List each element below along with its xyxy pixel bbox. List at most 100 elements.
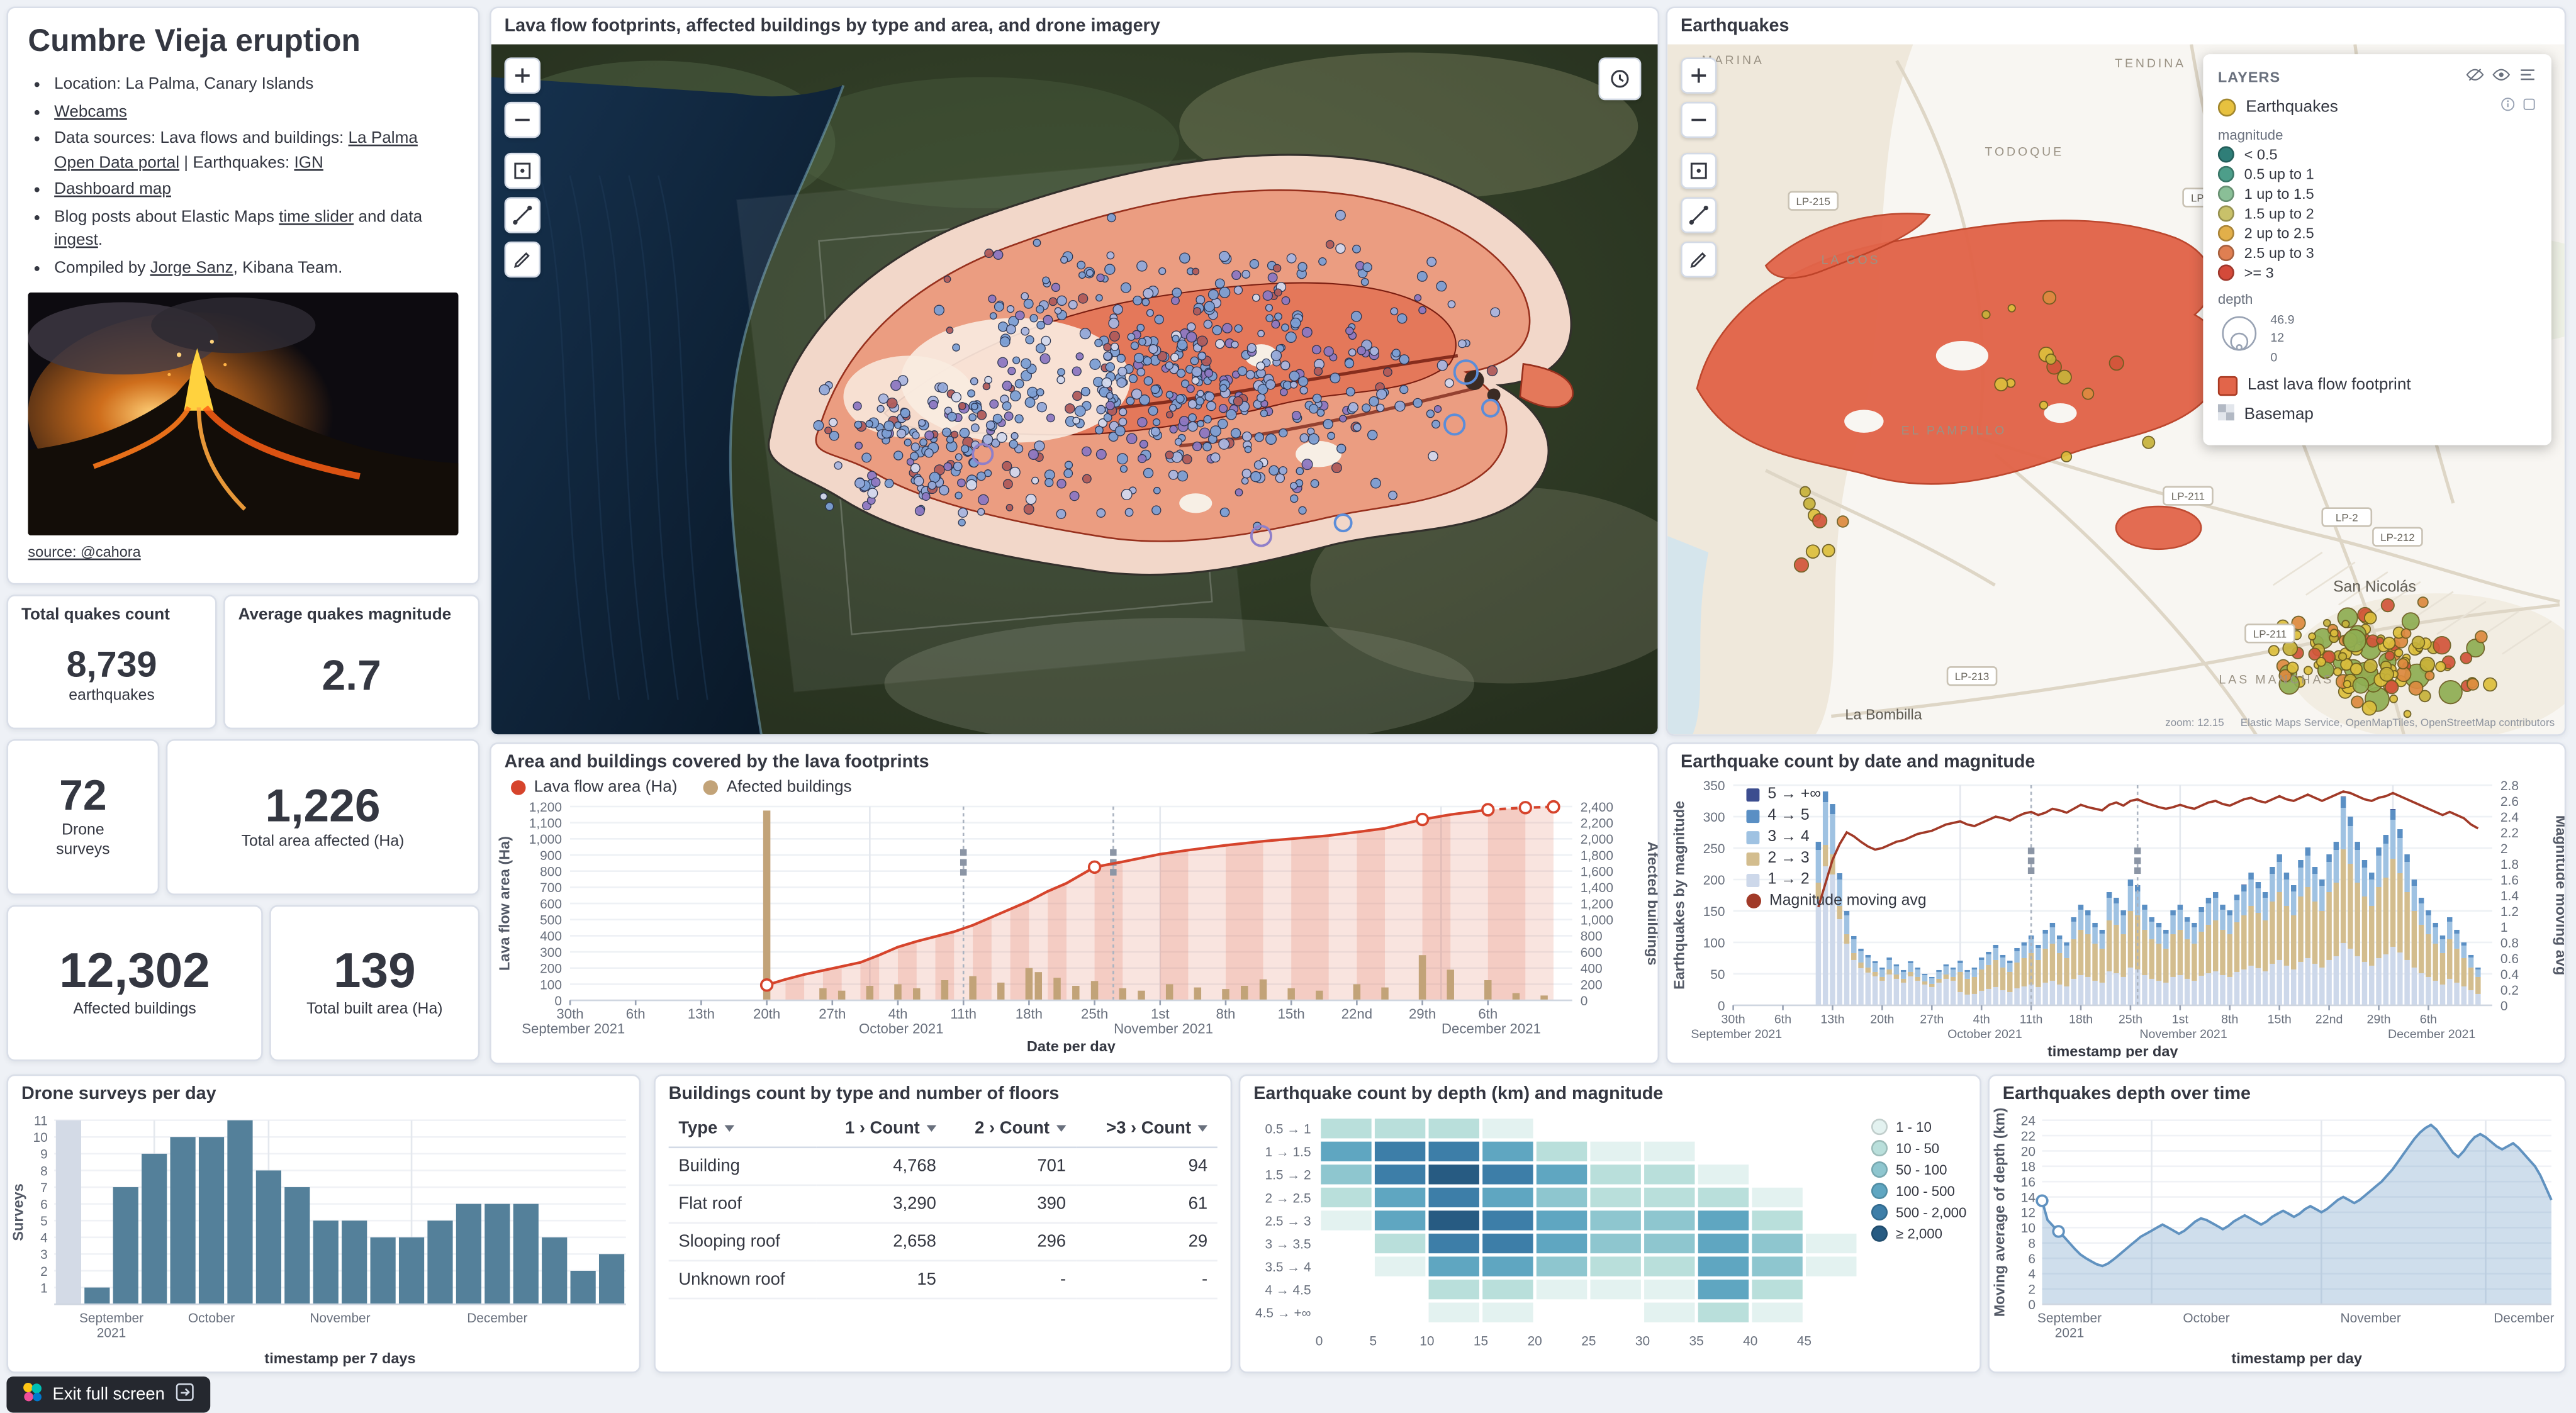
svg-text:1,400: 1,400	[1581, 881, 1613, 895]
svg-text:10: 10	[1420, 1334, 1434, 1348]
metric-value: 72	[59, 770, 107, 820]
svg-text:900: 900	[540, 849, 562, 863]
magnitude-legend-row[interactable]: 0.5 up to 1	[2217, 165, 2537, 182]
table-row: Unknown roof 15- -	[668, 1260, 1218, 1300]
quake-count-panel: Earthquake count by date and magnitude 5…	[1666, 742, 2567, 1064]
svg-text:25: 25	[1581, 1334, 1596, 1348]
legend-item[interactable]: Afected buildings	[703, 779, 852, 796]
depth-circles-icon	[2222, 316, 2257, 351]
exit-fullscreen-button[interactable]: Exit full screen	[6, 1377, 211, 1413]
svg-text:200: 200	[1581, 978, 1603, 992]
legend-item[interactable]: 500 - 2,000	[1871, 1204, 1966, 1220]
zoom-in-button[interactable]	[1681, 57, 1717, 94]
legend-item[interactable]: ≥ 2,000	[1871, 1225, 1966, 1242]
svg-text:December 2021: December 2021	[1442, 1020, 1541, 1036]
zoom-out-button[interactable]	[1681, 101, 1717, 138]
intro-bullet: Compiled by Jorge Sanz, Kibana Team.	[54, 257, 458, 281]
svg-text:Earthquakes by magnitude: Earthquakes by magnitude	[1671, 801, 1687, 990]
table-header-3[interactable]: >3 › Count	[1075, 1110, 1218, 1149]
photo-source-link[interactable]: source: @cahora	[28, 544, 141, 561]
legend-item[interactable]: 4 → 5	[1746, 807, 1926, 825]
depth-section-label: depth	[2217, 291, 2253, 308]
svg-text:30th: 30th	[556, 1006, 583, 1022]
magnitude-legend-row[interactable]: < 0.5	[2217, 146, 2537, 163]
depth-over-time-chart[interactable]: 0 2 4 6 8 10 12 14 16 18 20 22 24 September 2021 Octobe…	[1990, 1107, 2565, 1367]
legend-item[interactable]: 50 - 100	[1871, 1161, 1966, 1178]
layers-menu-icon[interactable]	[2519, 65, 2537, 87]
hide-layers-icon[interactable]	[2466, 65, 2484, 87]
svg-text:20: 20	[1528, 1334, 1542, 1348]
intro-panel: Cumbre Vieja eruption Location: La Palma…	[6, 6, 480, 585]
svg-text:November 2021: November 2021	[2139, 1027, 2227, 1041]
magnitude-legend-row[interactable]: >= 3	[2217, 264, 2537, 281]
table-row: Flat roof 3,290 390 61	[668, 1185, 1218, 1224]
intro-link[interactable]: Dashboard map	[54, 181, 171, 199]
legend-item[interactable]: Lava flow area (Ha)	[511, 779, 677, 796]
legend-item[interactable]: 10 - 50	[1871, 1140, 1966, 1157]
legend-item[interactable]: 1 - 10	[1871, 1119, 1966, 1136]
layer-earthquakes[interactable]: Earthquakes	[2217, 97, 2537, 116]
svg-text:1st: 1st	[1151, 1006, 1170, 1022]
legend-item[interactable]: 1 → 2	[1746, 871, 1926, 889]
intro-link[interactable]: time slider	[279, 208, 354, 226]
svg-text:3: 3	[40, 1248, 48, 1262]
table-row: Building 4,768 701 94	[668, 1147, 1218, 1187]
magnitude-legend-row[interactable]: 1.5 up to 2	[2217, 205, 2537, 222]
legend-item[interactable]: 3 → 4	[1746, 828, 1926, 846]
svg-text:LP-212: LP-212	[2380, 532, 2414, 544]
svg-text:45: 45	[1797, 1334, 1812, 1348]
checkbox-icon[interactable]	[2522, 97, 2536, 116]
layer-basemap[interactable]: Basemap	[2217, 403, 2537, 425]
magnitude-legend-row[interactable]: 2.5 up to 3	[2217, 245, 2537, 262]
intro-link[interactable]: ingest	[54, 232, 98, 250]
legend-item[interactable]: 100 - 500	[1871, 1182, 1966, 1200]
svg-text:2.8: 2.8	[2500, 779, 2519, 793]
area-buildings-chart[interactable]: 30th September 2021 6th 13th 20th 27th 4th Octo…	[491, 796, 1657, 1054]
svg-text:50: 50	[1710, 968, 1725, 982]
quake-map-panel: Earthquakes TENDINATACANDEMARINATODOQUEL…	[1666, 6, 2567, 736]
draw-tool-button[interactable]	[504, 241, 541, 278]
measure-tool-button[interactable]	[504, 197, 541, 233]
depth-magnitude-heatmap[interactable]: 0.5 → 1 1 → 1.5 1.5 → 2 2 → 2.5 2.5 → 3 3 → 3…	[1240, 1107, 1868, 1367]
svg-text:September: September	[2037, 1311, 2102, 1326]
fit-bounds-button[interactable]	[1681, 152, 1717, 189]
svg-text:timestamp per day: timestamp per day	[2047, 1043, 2178, 1058]
fit-bounds-button[interactable]	[504, 152, 541, 189]
layer-lava-footprint[interactable]: Last lava flow footprint	[2217, 376, 2537, 396]
svg-text:40: 40	[1743, 1334, 1757, 1348]
svg-text:timestamp per day: timestamp per day	[2231, 1350, 2362, 1366]
legend-item[interactable]: 2 → 3	[1746, 849, 1926, 868]
table-header-2[interactable]: 2 › Count	[946, 1110, 1076, 1149]
svg-text:1,800: 1,800	[1581, 849, 1613, 863]
svg-text:October: October	[188, 1311, 235, 1326]
table-header-1[interactable]: 1 › Count	[816, 1110, 946, 1149]
intro-link[interactable]: Jorge Sanz	[150, 259, 233, 277]
info-icon[interactable]	[2500, 97, 2515, 116]
svg-text:29th: 29th	[2366, 1013, 2390, 1027]
intro-link[interactable]: IGN	[294, 154, 323, 172]
intro-bullet: Dashboard map	[54, 179, 458, 203]
svg-text:25th: 25th	[1081, 1006, 1108, 1022]
drone-chart[interactable]: 1 2 3 4 5 6 7 8 9 10 11 September 2021 October Novembe…	[8, 1107, 639, 1367]
legend-item[interactable]: Magnitude moving avg	[1746, 892, 1927, 910]
lava-map-canvas[interactable]	[491, 44, 1658, 735]
magnitude-legend-row[interactable]: 1 up to 1.5	[2217, 186, 2537, 203]
draw-tool-button[interactable]	[1681, 241, 1717, 278]
intro-link[interactable]: Webcams	[54, 103, 127, 121]
show-layers-icon[interactable]	[2492, 65, 2511, 87]
magnitude-legend-row[interactable]: 2 up to 2.5	[2217, 225, 2537, 242]
measure-tool-button[interactable]	[1681, 197, 1717, 233]
zoom-in-button[interactable]	[504, 57, 541, 94]
timeslider-button[interactable]	[1598, 57, 1642, 101]
svg-text:1,600: 1,600	[1581, 865, 1613, 880]
svg-text:250: 250	[1703, 842, 1725, 856]
legend-item[interactable]: 5 → +∞	[1746, 785, 1926, 803]
panel-title: Drone surveys per day	[21, 1084, 216, 1104]
svg-text:11th: 11th	[2020, 1013, 2043, 1027]
table-header-0[interactable]: Type	[668, 1110, 817, 1149]
intro-link[interactable]: La Palma Open Data portal	[54, 130, 418, 172]
zoom-out-button[interactable]	[504, 101, 541, 138]
svg-text:8: 8	[2028, 1236, 2036, 1251]
quake-count-chart[interactable]: 5 → +∞ 4 → 5 3 → 4 2 → 3 1 → 2 Magnitude movi…	[1667, 775, 2564, 1059]
exit-fullscreen-label: Exit full screen	[52, 1385, 165, 1405]
